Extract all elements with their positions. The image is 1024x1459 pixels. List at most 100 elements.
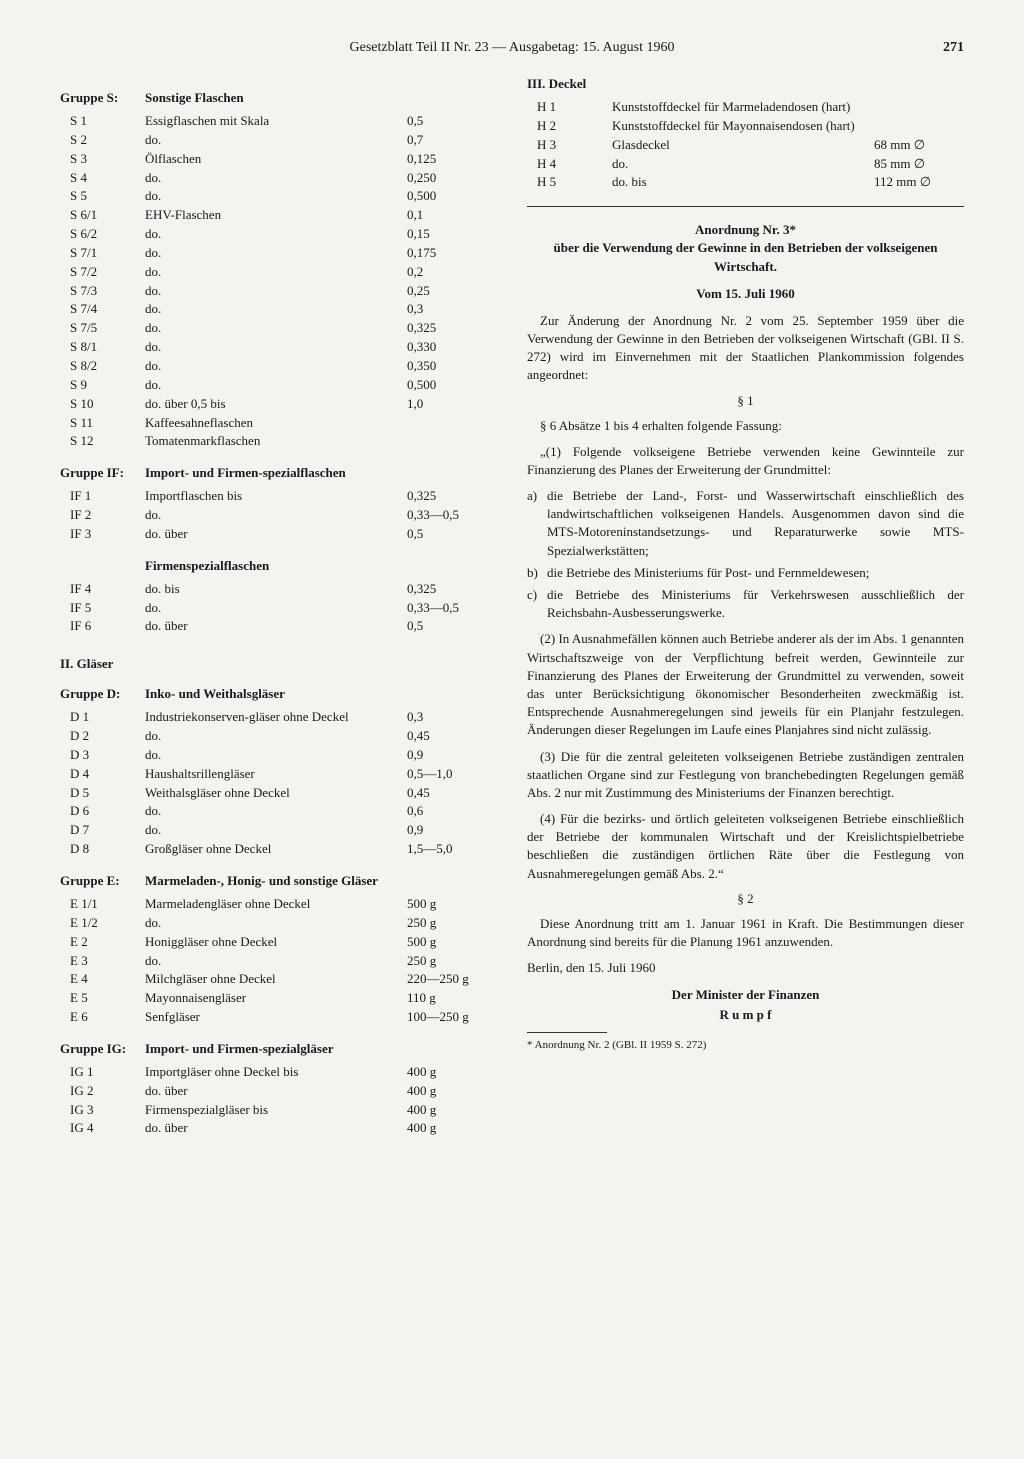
- header-text: Gesetzblatt Teil II Nr. 23 — Ausgabetag:…: [350, 40, 675, 55]
- row-value: 100—250 g: [407, 1008, 497, 1027]
- row-code: IF 5: [60, 599, 145, 618]
- row-code: D 4: [60, 765, 145, 784]
- group-ig-rows: IG 1Importgläser ohne Deckel bis400 gIG …: [60, 1063, 497, 1138]
- table-row: S 8/2do.0,350: [60, 357, 497, 376]
- row-code: H 5: [527, 173, 612, 192]
- group-if-rows-a: IF 1Importflaschen bis0,325IF 2do.0,33—0…: [60, 487, 497, 544]
- row-desc: do.: [145, 300, 407, 319]
- table-row: H 5do. bis112 mm ∅: [527, 173, 964, 192]
- row-desc: Mayonnaisengläser: [145, 989, 407, 1008]
- row-value: 1,0: [407, 395, 497, 414]
- row-value: 0,3: [407, 708, 497, 727]
- row-code: S 7/4: [60, 300, 145, 319]
- row-code: S 8/2: [60, 357, 145, 376]
- row-desc: do. bis: [145, 580, 407, 599]
- table-row: S 1Essigflaschen mit Skala0,5: [60, 112, 497, 131]
- group-e-rows: E 1/1Marmeladengläser ohne Deckel500 gE …: [60, 895, 497, 1027]
- table-row: IF 4do. bis0,325: [60, 580, 497, 599]
- table-row: S 7/4do.0,3: [60, 300, 497, 319]
- table-row: S 5do.0,500: [60, 187, 497, 206]
- row-code: E 2: [60, 933, 145, 952]
- row-code: IG 1: [60, 1063, 145, 1082]
- page-header: Gesetzblatt Teil II Nr. 23 — Ausgabetag:…: [60, 40, 964, 56]
- list-bullet: c): [527, 586, 547, 622]
- table-row: IF 1Importflaschen bis0,325: [60, 487, 497, 506]
- group-title: Import- und Firmen-spezialgläser: [145, 1041, 333, 1057]
- row-value: 0,350: [407, 357, 497, 376]
- row-value: 0,175: [407, 244, 497, 263]
- row-desc: Großgläser ohne Deckel: [145, 840, 407, 859]
- table-row: E 4Milchgläser ohne Deckel220—250 g: [60, 970, 497, 989]
- row-value: 112 mm ∅: [874, 173, 964, 192]
- group-label: Gruppe IF:: [60, 465, 145, 481]
- row-value: 110 g: [407, 989, 497, 1008]
- row-desc: do.: [145, 599, 407, 618]
- row-desc: do.: [145, 914, 407, 933]
- group-s-head: Gruppe S: Sonstige Flaschen: [60, 90, 497, 106]
- group-title: Marmeladen-, Honig- und sonstige Gläser: [145, 873, 378, 889]
- list-item: b)die Betriebe des Ministeriums für Post…: [527, 564, 964, 582]
- place-date: Berlin, den 15. Juli 1960: [527, 959, 964, 977]
- row-code: S 1: [60, 112, 145, 131]
- group-title: Sonstige Flaschen: [145, 90, 244, 106]
- row-desc: do.: [145, 225, 407, 244]
- ordinance-title: Anordnung Nr. 3* über die Verwendung der…: [527, 221, 964, 276]
- row-code: E 3: [60, 952, 145, 971]
- row-desc: Milchgläser ohne Deckel: [145, 970, 407, 989]
- row-desc: do. über: [145, 1082, 407, 1101]
- row-code: D 5: [60, 784, 145, 803]
- row-value: [407, 414, 497, 433]
- footnote: * Anordnung Nr. 2 (GBl. II 1959 S. 272): [527, 1039, 964, 1051]
- group-e-head: Gruppe E: Marmeladen-, Honig- und sonsti…: [60, 873, 497, 889]
- row-value: 0,6: [407, 802, 497, 821]
- row-value: 0,325: [407, 580, 497, 599]
- row-desc: Marmeladengläser ohne Deckel: [145, 895, 407, 914]
- row-code: S 3: [60, 150, 145, 169]
- table-row: S 7/5do.0,325: [60, 319, 497, 338]
- footnote-rule: [527, 1032, 607, 1033]
- group-if-rows-b: IF 4do. bis0,325IF 5do.0,33—0,5IF 6do. ü…: [60, 580, 497, 637]
- section-3-head: III. Deckel: [527, 76, 964, 92]
- row-code: D 7: [60, 821, 145, 840]
- row-desc: Importgläser ohne Deckel bis: [145, 1063, 407, 1082]
- table-row: D 4Haushaltsrillengläser0,5—1,0: [60, 765, 497, 784]
- group-label: Gruppe S:: [60, 90, 145, 106]
- row-value: 400 g: [407, 1063, 497, 1082]
- row-value: 0,325: [407, 319, 497, 338]
- row-value: 400 g: [407, 1101, 497, 1120]
- sig-line-1: Der Minister der Finanzen: [527, 985, 964, 1005]
- row-desc: do. über: [145, 1119, 407, 1138]
- ord-title-2: über die Verwendung der Gewinne in den B…: [527, 239, 964, 275]
- table-row: E 1/1Marmeladengläser ohne Deckel500 g: [60, 895, 497, 914]
- row-desc: do.: [612, 155, 874, 174]
- row-value: 0,15: [407, 225, 497, 244]
- row-value: 0,250: [407, 169, 497, 188]
- group-label: Gruppe E:: [60, 873, 145, 889]
- table-row: H 4do.85 mm ∅: [527, 155, 964, 174]
- row-code: IG 3: [60, 1101, 145, 1120]
- row-code: D 8: [60, 840, 145, 859]
- row-code: E 5: [60, 989, 145, 1008]
- table-row: E 6Senfgläser100—250 g: [60, 1008, 497, 1027]
- row-code: E 1/2: [60, 914, 145, 933]
- row-desc: Firmenspezialgläser bis: [145, 1101, 407, 1120]
- row-code: S 6/1: [60, 206, 145, 225]
- row-code: S 12: [60, 432, 145, 451]
- row-value: 0,500: [407, 376, 497, 395]
- row-value: 0,45: [407, 727, 497, 746]
- row-code: D 2: [60, 727, 145, 746]
- para-5: Diese Anordnung tritt am 1. Januar 1961 …: [527, 915, 964, 951]
- row-desc: Weithalsgläser ohne Deckel: [145, 784, 407, 803]
- table-row: S 3Ölflaschen0,125: [60, 150, 497, 169]
- row-value: 500 g: [407, 933, 497, 952]
- table-row: D 6do.0,6: [60, 802, 497, 821]
- subhead-title: Firmenspezialflaschen: [145, 558, 269, 574]
- table-row: S 7/1do.0,175: [60, 244, 497, 263]
- row-desc: do.: [145, 952, 407, 971]
- row-code: D 1: [60, 708, 145, 727]
- group-label: Gruppe IG:: [60, 1041, 145, 1057]
- table-row: IG 2do. über400 g: [60, 1082, 497, 1101]
- row-code: E 6: [60, 1008, 145, 1027]
- section-2-head: II. Gläser: [60, 656, 497, 672]
- row-code: S 7/1: [60, 244, 145, 263]
